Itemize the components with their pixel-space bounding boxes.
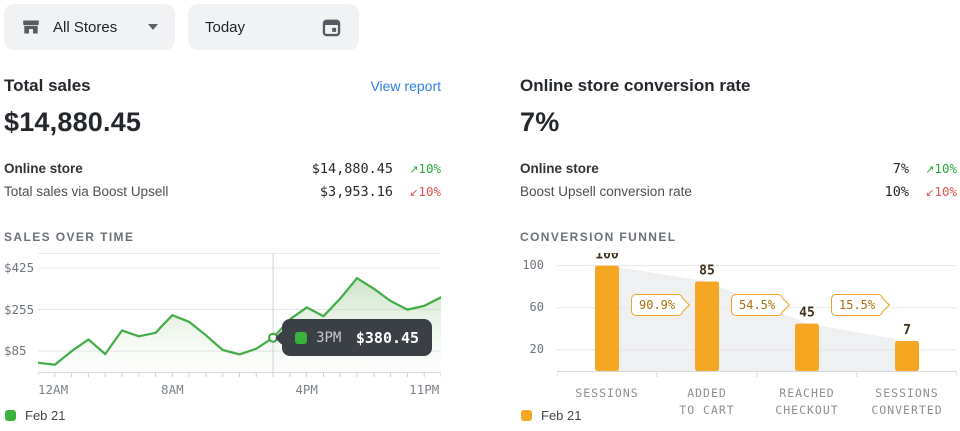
storefront-icon — [21, 17, 41, 37]
conversion-rate-value: 7% — [520, 107, 560, 137]
store-filter-label: All Stores — [53, 18, 118, 36]
arrow-down-left-icon: ↙ — [409, 186, 419, 199]
metric-row-boost-upsell: Boost Upsell conversion rate 10% ↙10% — [520, 180, 957, 203]
funnel-bar[interactable] — [595, 265, 619, 371]
tooltip-value: $380.45 — [355, 328, 420, 347]
metric-label: Boost Upsell conversion rate — [520, 184, 692, 199]
y-axis-label: $85 — [4, 343, 27, 359]
funnel-category-label: ADDED TO CART — [679, 386, 735, 417]
funnel-bar[interactable] — [895, 341, 919, 371]
y-axis-label: $425 — [4, 259, 35, 275]
metric-value: 10% — [884, 183, 909, 200]
bar-value-label: 85 — [699, 263, 715, 278]
funnel-chart-svg: 100 85 45 7 — [556, 248, 958, 377]
conversion-funnel-chart: 100 85 45 7 100 60 20 90.9% 54.5% 15.5% SESSIONS A… — [520, 248, 958, 423]
tooltip-time: 3PM — [316, 329, 342, 346]
legend-label: Feb 21 — [541, 408, 582, 423]
delta-badge-up: ↗10% — [393, 161, 441, 176]
metric-value: $3,953.16 — [319, 183, 393, 200]
funnel-category-label: REACHED CHECKOUT — [775, 386, 839, 417]
total-sales-card: Total sales View report $14,880.45 Onlin… — [4, 76, 443, 428]
funnel-category-label: SESSIONS — [575, 386, 639, 400]
metric-row-online-store: Online store 7% ↗10% — [520, 157, 957, 180]
legend-feb21-sales: Feb 21 — [5, 408, 65, 423]
view-report-link[interactable]: View report — [370, 78, 441, 94]
metric-label: Total sales via Boost Upsell — [4, 184, 169, 199]
arrow-up-right-icon: ↗ — [925, 163, 935, 176]
card-title: Total sales — [4, 76, 91, 95]
series-color-swatch — [295, 331, 308, 344]
legend-swatch-green — [5, 410, 16, 421]
delta-percent: 10% — [418, 161, 441, 176]
chevron-down-icon — [148, 24, 158, 30]
bar-value-label: 7 — [903, 323, 911, 338]
y-axis-label: 20 — [529, 341, 544, 356]
y-axis-label: 100 — [522, 257, 544, 272]
conversion-step-tag: 90.9% — [631, 294, 684, 316]
legend-feb21-funnel: Feb 21 — [521, 408, 581, 423]
x-axis-label: 4PM — [295, 382, 318, 397]
y-axis-label: $255 — [4, 301, 35, 317]
legend-swatch-amber — [521, 410, 532, 421]
funnel-category-label: SESSIONS CONVERTED — [871, 386, 943, 417]
metric-label: Online store — [520, 161, 599, 176]
metric-value: $14,880.45 — [311, 160, 393, 177]
card-title: Online store conversion rate — [520, 76, 751, 95]
funnel-plot-area[interactable]: 100 85 45 7 — [556, 248, 958, 378]
legend-label: Feb 21 — [25, 408, 66, 423]
line-chart-plot-area[interactable] — [36, 253, 443, 378]
metric-rows: Online store $14,880.45 ↗10% Total sales… — [4, 157, 441, 203]
chart-tooltip: 3PM $380.45 — [282, 319, 433, 357]
arrow-down-left-icon: ↙ — [925, 186, 935, 199]
delta-badge-up: ↗10% — [909, 161, 957, 176]
y-axis-label: 60 — [529, 299, 544, 314]
metric-value: 7% — [892, 160, 909, 177]
date-filter-button[interactable]: Today — [188, 4, 359, 50]
metric-row-online-store: Online store $14,880.45 ↗10% — [4, 157, 441, 180]
delta-badge-down: ↙10% — [393, 184, 441, 199]
conversion-rate-card: Online store conversion rate 7% Online s… — [520, 76, 958, 428]
metric-rows: Online store 7% ↗10% Boost Upsell conver… — [520, 157, 957, 203]
metric-label: Online store — [4, 161, 83, 176]
sales-line — [36, 277, 443, 366]
conversion-step-tag: 54.5% — [731, 294, 784, 316]
total-sales-value: $14,880.45 — [4, 107, 142, 137]
section-label-sales-over-time: SALES OVER TIME — [4, 230, 135, 244]
line-chart-svg — [36, 253, 443, 377]
delta-percent: 10% — [934, 161, 957, 176]
calendar-icon — [321, 17, 342, 38]
card-header: Online store conversion rate — [520, 76, 957, 96]
delta-percent: 10% — [418, 184, 441, 199]
delta-percent: 10% — [934, 184, 957, 199]
store-filter-button[interactable]: All Stores — [4, 4, 175, 50]
toolbar: All Stores Today — [4, 4, 359, 50]
funnel-bar[interactable] — [795, 323, 819, 371]
bar-value-label: 45 — [799, 306, 815, 321]
section-label-conversion-funnel: CONVERSION FUNNEL — [520, 230, 677, 244]
delta-badge-down: ↙10% — [909, 184, 957, 199]
funnel-shading — [607, 265, 907, 371]
sales-over-time-chart: 3PM $380.45 $425 $255 $85 12AM 8AM 4PM 11PM — [4, 253, 443, 423]
date-filter-label: Today — [205, 18, 246, 36]
conversion-step-tag: 15.5% — [831, 294, 884, 316]
x-axis-label: 8AM — [161, 382, 184, 397]
funnel-bar[interactable] — [695, 281, 719, 371]
x-axis-label: 11PM — [409, 382, 440, 397]
bar-value-label: 100 — [595, 253, 619, 263]
arrow-up-right-icon: ↗ — [409, 163, 419, 176]
metric-row-boost-upsell: Total sales via Boost Upsell $3,953.16 ↙… — [4, 180, 441, 203]
x-axis-label: 12AM — [38, 382, 69, 397]
card-header: Total sales View report — [4, 76, 441, 96]
